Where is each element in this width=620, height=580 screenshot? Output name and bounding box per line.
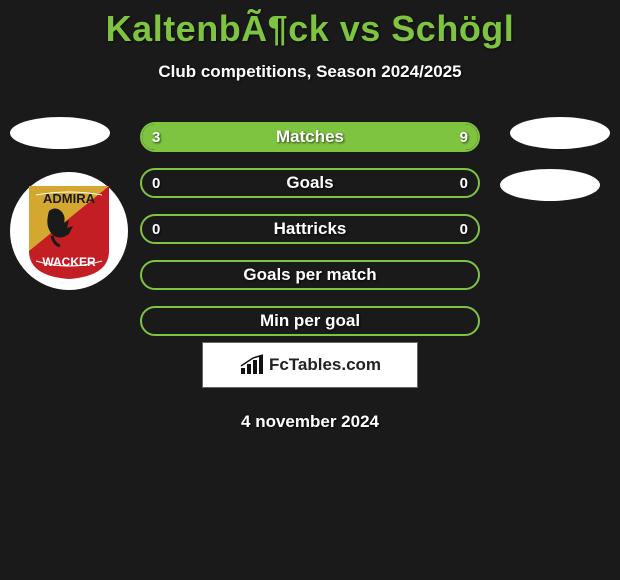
stat-bars: 3 Matches 9 0 Goals 0 0 Hattricks 0 Goals per mat…	[140, 122, 480, 352]
content-row: ADMIRA WACKER 3 Matches 9 0 Goals 0 0 Hattricks…	[0, 112, 620, 332]
stat-value-left: 0	[152, 221, 160, 238]
player-right-photo-placeholder	[510, 117, 610, 149]
stat-bar: Goals per match	[140, 260, 480, 290]
player-right-club-placeholder	[500, 169, 600, 201]
stat-fill-right	[226, 124, 478, 150]
comparison-card: KaltenbÃ¶ck vs Schögl Club competitions,…	[0, 0, 620, 580]
stat-label: Goals per match	[243, 265, 376, 285]
player-left-photo-placeholder	[10, 117, 110, 149]
stat-value-left: 3	[152, 129, 160, 146]
stat-label: Min per goal	[260, 311, 360, 331]
stat-value-right: 0	[460, 221, 468, 238]
stat-label: Hattricks	[274, 219, 347, 239]
stat-label: Goals	[286, 173, 333, 193]
stat-bar: 0 Hattricks 0	[140, 214, 480, 244]
date-label: 4 november 2024	[0, 412, 620, 432]
badge-text-bottom: WACKER	[42, 255, 96, 269]
stat-value-left: 0	[152, 175, 160, 192]
stat-label: Matches	[276, 127, 344, 147]
page-title: KaltenbÃ¶ck vs Schögl	[0, 0, 620, 50]
brand-text: FcTables.com	[269, 355, 381, 375]
admira-wacker-shield-icon: ADMIRA WACKER	[24, 181, 114, 281]
stat-bar: 0 Goals 0	[140, 168, 480, 198]
bar-chart-icon	[239, 354, 265, 376]
player-left-club-badge: ADMIRA WACKER	[10, 172, 128, 290]
stat-value-right: 0	[460, 175, 468, 192]
stat-value-right: 9	[460, 129, 468, 146]
stat-bar: 3 Matches 9	[140, 122, 480, 152]
badge-text-top: ADMIRA	[43, 191, 96, 206]
brand-label: FcTables.com	[239, 354, 381, 376]
stat-bar: Min per goal	[140, 306, 480, 336]
subtitle: Club competitions, Season 2024/2025	[0, 62, 620, 82]
